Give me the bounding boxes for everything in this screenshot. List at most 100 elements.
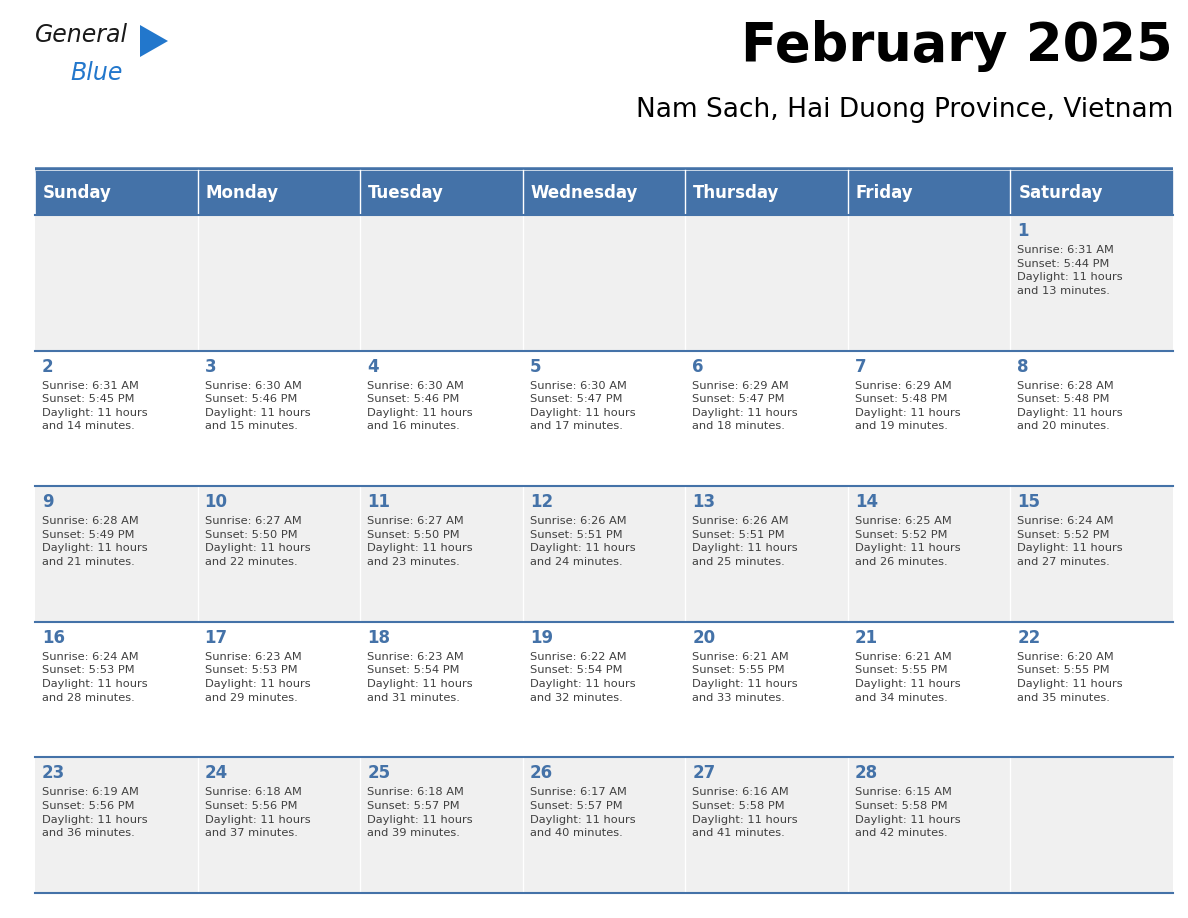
Bar: [34, 215, 197, 351]
Text: 3: 3: [204, 358, 216, 375]
Bar: [34, 621, 197, 757]
Text: 25: 25: [367, 765, 391, 782]
Text: Sunrise: 6:27 AM
Sunset: 5:50 PM
Daylight: 11 hours
and 22 minutes.: Sunrise: 6:27 AM Sunset: 5:50 PM Dayligh…: [204, 516, 310, 567]
Bar: [848, 487, 1011, 621]
Bar: [848, 215, 1011, 351]
Bar: [1011, 170, 1173, 215]
Text: Sunrise: 6:30 AM
Sunset: 5:46 PM
Daylight: 11 hours
and 16 minutes.: Sunrise: 6:30 AM Sunset: 5:46 PM Dayligh…: [367, 381, 473, 431]
Polygon shape: [140, 25, 168, 57]
Text: Saturday: Saturday: [1018, 184, 1102, 201]
Bar: [197, 170, 360, 215]
Bar: [360, 351, 523, 487]
Text: Blue: Blue: [70, 61, 122, 85]
Text: 14: 14: [855, 493, 878, 511]
Text: Sunrise: 6:22 AM
Sunset: 5:54 PM
Daylight: 11 hours
and 32 minutes.: Sunrise: 6:22 AM Sunset: 5:54 PM Dayligh…: [530, 652, 636, 702]
Text: Sunrise: 6:15 AM
Sunset: 5:58 PM
Daylight: 11 hours
and 42 minutes.: Sunrise: 6:15 AM Sunset: 5:58 PM Dayligh…: [855, 788, 960, 838]
Text: Friday: Friday: [855, 184, 914, 201]
Text: Sunrise: 6:29 AM
Sunset: 5:47 PM
Daylight: 11 hours
and 18 minutes.: Sunrise: 6:29 AM Sunset: 5:47 PM Dayligh…: [693, 381, 798, 431]
Text: Sunrise: 6:31 AM
Sunset: 5:44 PM
Daylight: 11 hours
and 13 minutes.: Sunrise: 6:31 AM Sunset: 5:44 PM Dayligh…: [1017, 245, 1123, 296]
Text: 6: 6: [693, 358, 703, 375]
Text: 20: 20: [693, 629, 715, 647]
Bar: [197, 351, 360, 487]
Bar: [1011, 215, 1173, 351]
Text: Sunrise: 6:17 AM
Sunset: 5:57 PM
Daylight: 11 hours
and 40 minutes.: Sunrise: 6:17 AM Sunset: 5:57 PM Dayligh…: [530, 788, 636, 838]
Bar: [34, 487, 197, 621]
Text: 24: 24: [204, 765, 228, 782]
Text: 8: 8: [1017, 358, 1029, 375]
Text: Sunrise: 6:24 AM
Sunset: 5:52 PM
Daylight: 11 hours
and 27 minutes.: Sunrise: 6:24 AM Sunset: 5:52 PM Dayligh…: [1017, 516, 1123, 567]
Text: Sunrise: 6:28 AM
Sunset: 5:49 PM
Daylight: 11 hours
and 21 minutes.: Sunrise: 6:28 AM Sunset: 5:49 PM Dayligh…: [42, 516, 147, 567]
Bar: [848, 621, 1011, 757]
Text: General: General: [34, 23, 128, 47]
Text: Sunrise: 6:26 AM
Sunset: 5:51 PM
Daylight: 11 hours
and 25 minutes.: Sunrise: 6:26 AM Sunset: 5:51 PM Dayligh…: [693, 516, 798, 567]
Text: Monday: Monday: [206, 184, 279, 201]
Bar: [685, 757, 848, 893]
Bar: [523, 351, 685, 487]
Text: Sunrise: 6:23 AM
Sunset: 5:53 PM
Daylight: 11 hours
and 29 minutes.: Sunrise: 6:23 AM Sunset: 5:53 PM Dayligh…: [204, 652, 310, 702]
Text: Sunrise: 6:31 AM
Sunset: 5:45 PM
Daylight: 11 hours
and 14 minutes.: Sunrise: 6:31 AM Sunset: 5:45 PM Dayligh…: [42, 381, 147, 431]
Text: Tuesday: Tuesday: [368, 184, 444, 201]
Bar: [685, 215, 848, 351]
Bar: [1011, 487, 1173, 621]
Text: 22: 22: [1017, 629, 1041, 647]
Bar: [360, 757, 523, 893]
Text: Sunrise: 6:21 AM
Sunset: 5:55 PM
Daylight: 11 hours
and 34 minutes.: Sunrise: 6:21 AM Sunset: 5:55 PM Dayligh…: [855, 652, 960, 702]
Text: 15: 15: [1017, 493, 1041, 511]
Bar: [523, 757, 685, 893]
Text: Sunrise: 6:16 AM
Sunset: 5:58 PM
Daylight: 11 hours
and 41 minutes.: Sunrise: 6:16 AM Sunset: 5:58 PM Dayligh…: [693, 788, 798, 838]
Text: 16: 16: [42, 629, 65, 647]
Text: Sunrise: 6:30 AM
Sunset: 5:47 PM
Daylight: 11 hours
and 17 minutes.: Sunrise: 6:30 AM Sunset: 5:47 PM Dayligh…: [530, 381, 636, 431]
Bar: [523, 215, 685, 351]
Text: 4: 4: [367, 358, 379, 375]
Text: 11: 11: [367, 493, 390, 511]
Bar: [360, 487, 523, 621]
Bar: [848, 351, 1011, 487]
Text: 5: 5: [530, 358, 542, 375]
Text: Sunrise: 6:25 AM
Sunset: 5:52 PM
Daylight: 11 hours
and 26 minutes.: Sunrise: 6:25 AM Sunset: 5:52 PM Dayligh…: [855, 516, 960, 567]
Text: Sunrise: 6:18 AM
Sunset: 5:56 PM
Daylight: 11 hours
and 37 minutes.: Sunrise: 6:18 AM Sunset: 5:56 PM Dayligh…: [204, 788, 310, 838]
Text: 10: 10: [204, 493, 228, 511]
Text: Nam Sach, Hai Duong Province, Vietnam: Nam Sach, Hai Duong Province, Vietnam: [636, 97, 1173, 123]
Text: 1: 1: [1017, 222, 1029, 240]
Bar: [523, 487, 685, 621]
Bar: [360, 215, 523, 351]
Text: February 2025: February 2025: [741, 20, 1173, 72]
Text: Sunrise: 6:29 AM
Sunset: 5:48 PM
Daylight: 11 hours
and 19 minutes.: Sunrise: 6:29 AM Sunset: 5:48 PM Dayligh…: [855, 381, 960, 431]
Text: 21: 21: [855, 629, 878, 647]
Text: Sunday: Sunday: [43, 184, 112, 201]
Text: 13: 13: [693, 493, 715, 511]
Bar: [197, 757, 360, 893]
Bar: [848, 170, 1011, 215]
Text: Wednesday: Wednesday: [531, 184, 638, 201]
Bar: [523, 170, 685, 215]
Text: Sunrise: 6:21 AM
Sunset: 5:55 PM
Daylight: 11 hours
and 33 minutes.: Sunrise: 6:21 AM Sunset: 5:55 PM Dayligh…: [693, 652, 798, 702]
Text: 28: 28: [855, 765, 878, 782]
Bar: [685, 487, 848, 621]
Text: 9: 9: [42, 493, 53, 511]
Bar: [197, 621, 360, 757]
Text: Sunrise: 6:24 AM
Sunset: 5:53 PM
Daylight: 11 hours
and 28 minutes.: Sunrise: 6:24 AM Sunset: 5:53 PM Dayligh…: [42, 652, 147, 702]
Text: 7: 7: [855, 358, 866, 375]
Bar: [360, 170, 523, 215]
Text: 18: 18: [367, 629, 390, 647]
Text: Sunrise: 6:23 AM
Sunset: 5:54 PM
Daylight: 11 hours
and 31 minutes.: Sunrise: 6:23 AM Sunset: 5:54 PM Dayligh…: [367, 652, 473, 702]
Text: Thursday: Thursday: [694, 184, 779, 201]
Text: Sunrise: 6:20 AM
Sunset: 5:55 PM
Daylight: 11 hours
and 35 minutes.: Sunrise: 6:20 AM Sunset: 5:55 PM Dayligh…: [1017, 652, 1123, 702]
Bar: [34, 757, 197, 893]
Bar: [197, 487, 360, 621]
Bar: [523, 621, 685, 757]
Text: Sunrise: 6:28 AM
Sunset: 5:48 PM
Daylight: 11 hours
and 20 minutes.: Sunrise: 6:28 AM Sunset: 5:48 PM Dayligh…: [1017, 381, 1123, 431]
Bar: [360, 621, 523, 757]
Text: 19: 19: [530, 629, 552, 647]
Text: Sunrise: 6:26 AM
Sunset: 5:51 PM
Daylight: 11 hours
and 24 minutes.: Sunrise: 6:26 AM Sunset: 5:51 PM Dayligh…: [530, 516, 636, 567]
Bar: [34, 351, 197, 487]
Bar: [1011, 621, 1173, 757]
Text: 12: 12: [530, 493, 552, 511]
Bar: [685, 621, 848, 757]
Text: 2: 2: [42, 358, 53, 375]
Bar: [685, 170, 848, 215]
Bar: [197, 215, 360, 351]
Text: 23: 23: [42, 765, 65, 782]
Text: Sunrise: 6:18 AM
Sunset: 5:57 PM
Daylight: 11 hours
and 39 minutes.: Sunrise: 6:18 AM Sunset: 5:57 PM Dayligh…: [367, 788, 473, 838]
Text: 17: 17: [204, 629, 228, 647]
